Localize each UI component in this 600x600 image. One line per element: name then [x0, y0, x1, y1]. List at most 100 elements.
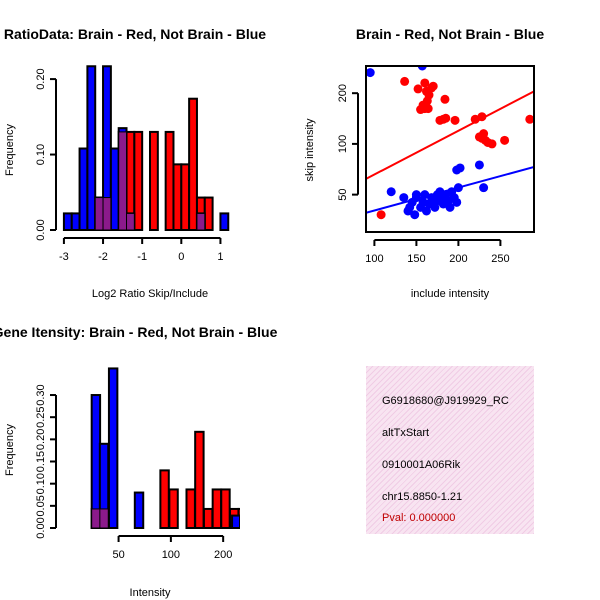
scatter-panel: Brain - Red, Not Brain - Blue include in…	[304, 26, 544, 300]
red-point	[441, 113, 451, 123]
red-bar	[256, 509, 264, 528]
red-point	[483, 137, 493, 147]
ratio-histogram-panel: RatioData: Brain - Red, Not Brain - Blue…	[4, 26, 266, 300]
y-tick-label: 0.10	[35, 144, 47, 165]
blue-bar	[109, 147, 120, 231]
red-point	[500, 135, 510, 145]
red-point	[423, 104, 433, 114]
blue-point	[479, 183, 489, 193]
red-bar	[247, 509, 255, 528]
blue-bar	[62, 212, 73, 231]
x-tick-label: 150	[407, 253, 425, 265]
blue-point	[386, 187, 396, 197]
probe-id-text: G6918680@J919929_RC	[382, 395, 509, 407]
red-bar	[149, 130, 159, 231]
red-bar	[164, 130, 175, 231]
intensity-histogram-ylabel: Frequency	[4, 424, 16, 476]
red-bar	[203, 196, 214, 232]
ratio-histogram-ylabel: Frequency	[4, 124, 16, 176]
overlap-bar	[126, 212, 135, 231]
blue-point	[432, 196, 442, 206]
blue-bar	[239, 514, 240, 529]
ratio-histogram-xlabel: Log2 Ratio Skip/Include	[92, 288, 208, 300]
red-point	[424, 90, 434, 100]
red-bar	[168, 488, 179, 529]
red-point	[525, 114, 534, 124]
intensity-histogram-title: Gene Itensity: Brain - Red, Not Brain - …	[0, 324, 278, 340]
red-point	[440, 94, 450, 104]
red-point	[477, 112, 487, 122]
blue-point	[474, 160, 484, 170]
red-point	[428, 81, 438, 91]
location-text: chr15.8850-1.21	[382, 491, 463, 503]
y-tick-label: 0.05	[35, 495, 47, 516]
red-point	[479, 129, 489, 139]
red-bar	[211, 488, 223, 529]
scatter-ylabel: skip intensity	[304, 118, 316, 181]
y-tick-label: 0.25	[35, 406, 47, 427]
intensity-histogram-xlabel: Intensity	[130, 587, 171, 599]
red-bar	[172, 163, 183, 231]
scatter-box	[365, 65, 535, 233]
x-tick-label: -2	[98, 251, 108, 263]
x-tick-label: 50	[112, 549, 124, 561]
blue-point	[417, 66, 427, 71]
x-tick-label: 100	[162, 549, 180, 561]
y-tick-label: 0.20	[35, 68, 47, 89]
overlap-bar	[94, 197, 104, 231]
overlap-bar	[99, 508, 109, 529]
intensity-histogram-plot: 50 100 200 0.000.050.100.150.20 0.250.30	[35, 367, 264, 561]
blue-bar	[90, 394, 102, 530]
scatter-xlabel: include intensity	[411, 288, 490, 300]
overlap-bar	[196, 212, 206, 231]
red-bar	[202, 507, 214, 530]
blue-point	[420, 190, 430, 200]
x-tick-label: 200	[449, 253, 467, 265]
x-tick-label: -1	[137, 251, 147, 263]
pval-text: Pval: 0.000000	[382, 512, 456, 524]
y-tick-label: 0.10	[35, 473, 47, 494]
y-tick-label: 0.30	[35, 384, 47, 405]
y-tick-label: 0.00	[35, 517, 47, 538]
x-tick-label: 100	[365, 253, 383, 265]
red-fit-line	[366, 90, 534, 180]
intensity-inner	[90, 367, 264, 530]
red-bar	[133, 130, 144, 231]
blue-point	[421, 206, 431, 216]
event-type-text: altTxStart	[382, 427, 430, 439]
scatter-plot: 100 150 200 250 50 100 200	[337, 65, 535, 265]
ratio-histogram-plot: -3 -2 -1 0 1 0.00 0.10 0.20	[35, 65, 230, 263]
y-tick-label: 100	[337, 135, 349, 153]
blue-point	[366, 68, 375, 78]
red-point	[400, 76, 410, 86]
red-point	[413, 84, 423, 94]
intensity-histogram-panel: Gene Itensity: Brain - Red, Not Brain - …	[0, 324, 278, 599]
y-tick-label: 0.20	[35, 429, 47, 450]
ratio-histogram-title: RatioData: Brain - Red, Not Brain - Blue	[4, 26, 266, 42]
x-tick-label: 200	[214, 549, 232, 561]
overlap-bar	[91, 508, 101, 529]
blue-bar	[133, 491, 145, 529]
y-tick-label: 0.15	[35, 451, 47, 472]
red-bar	[194, 430, 205, 530]
blue-bar	[70, 212, 81, 231]
red-bar	[220, 488, 231, 529]
blue-point	[411, 190, 421, 200]
blue-point	[410, 210, 420, 220]
scatter-title: Brain - Red, Not Brain - Blue	[356, 26, 544, 42]
blue-point	[453, 183, 463, 193]
y-tick-label: 50	[337, 188, 349, 200]
overlap-bar	[102, 197, 112, 231]
y-tick-label: 200	[337, 84, 349, 102]
blue-bar	[86, 65, 97, 231]
scatter-inner	[366, 66, 534, 220]
blue-point	[455, 163, 465, 173]
red-bar	[159, 469, 170, 530]
red-point	[376, 210, 386, 220]
x-tick-label: 250	[491, 253, 509, 265]
blue-point	[452, 197, 462, 207]
red-bar	[188, 97, 198, 231]
blue-bar	[78, 147, 89, 231]
blue-bar	[107, 367, 119, 529]
